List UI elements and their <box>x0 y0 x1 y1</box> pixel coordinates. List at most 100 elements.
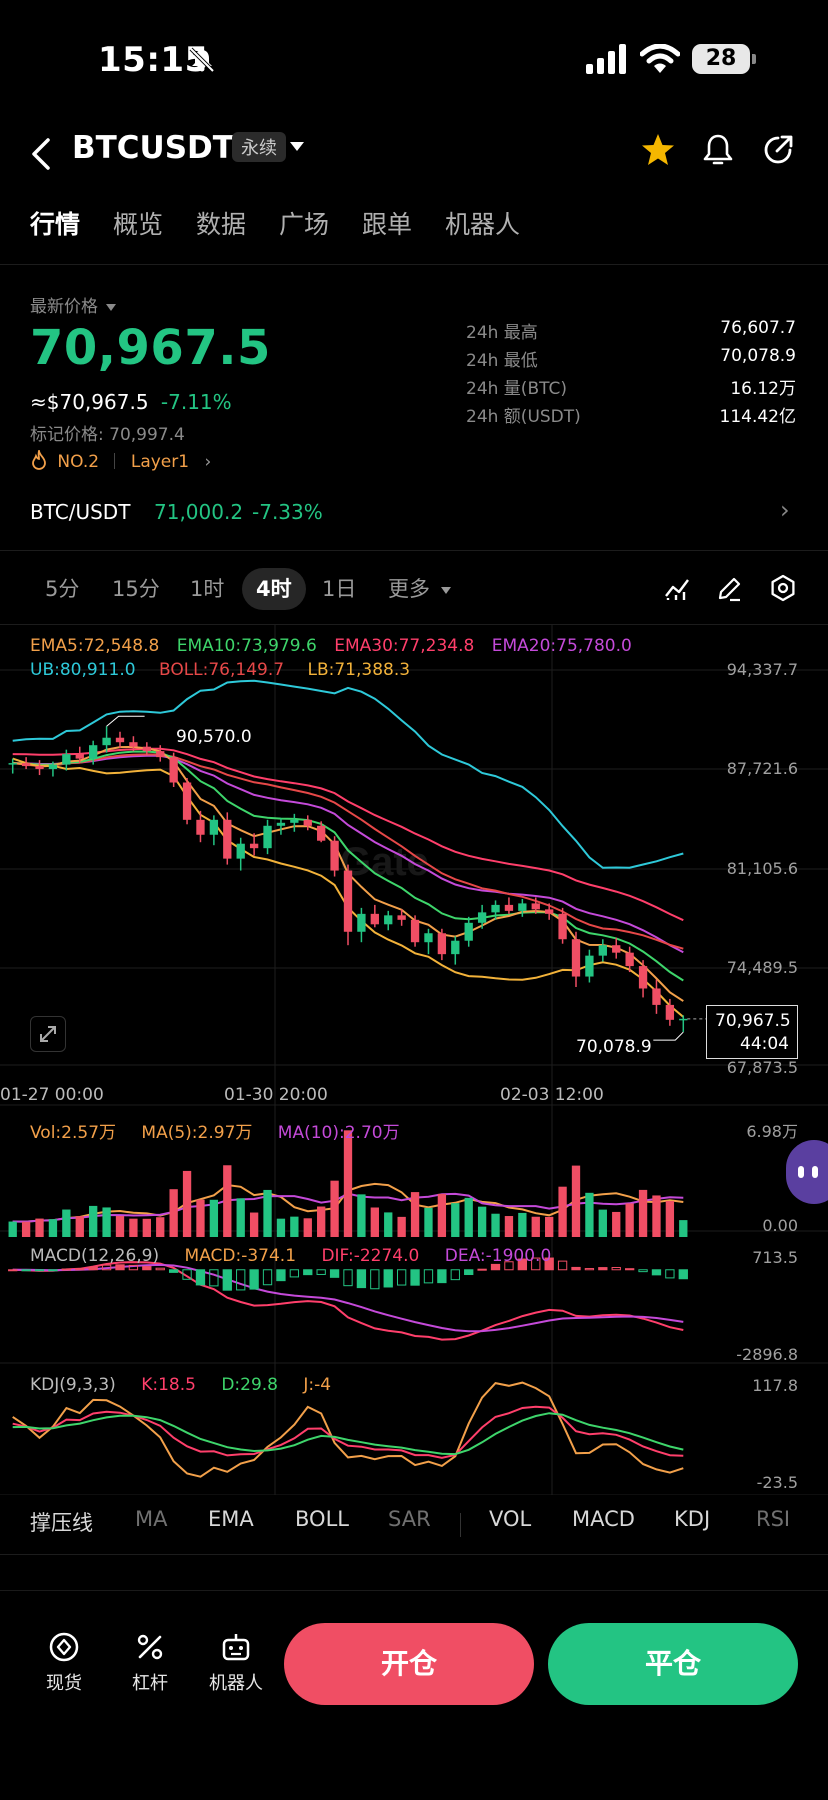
usd-equivalent-row: ≈$70,967.5 -7.11% <box>30 390 232 414</box>
tab-bots[interactable]: 机器人 <box>445 210 521 239</box>
candle-body <box>276 822 286 826</box>
macd-histogram-bar <box>638 1269 648 1273</box>
low-price-label: 70,078.9 <box>576 1037 652 1057</box>
tab-market[interactable]: 行情 <box>30 210 81 239</box>
macd-y-tick: -2896.8 <box>736 1345 798 1364</box>
volume-bar <box>35 1218 44 1237</box>
assistant-eyes-icon <box>798 1166 804 1178</box>
indicator-kdj[interactable]: KDJ <box>674 1507 711 1531</box>
macd-histogram-bar <box>101 1264 112 1271</box>
kdj-j-line <box>12 1381 684 1478</box>
candle-countdown: 44:04 <box>740 1034 789 1054</box>
candle-body <box>249 843 259 849</box>
bell-icon[interactable] <box>700 132 736 168</box>
vol-label: Vol:2.57万 <box>30 1123 117 1143</box>
latest-price-label[interactable]: 最新价格 <box>30 292 117 317</box>
rank-divider <box>114 453 116 469</box>
symbol-title[interactable]: BTCUSDT <box>72 130 234 166</box>
timeframe-1h[interactable]: 1时 <box>190 577 225 601</box>
vol-y-tick: 6.98万 <box>746 1122 798 1141</box>
close-position-button[interactable]: 平仓 <box>548 1623 798 1705</box>
back-arrow-icon[interactable] <box>28 134 54 174</box>
spot-button[interactable]: 现货 <box>24 1631 104 1695</box>
candle-body <box>263 825 272 849</box>
bot-button[interactable]: 机器人 <box>196 1631 276 1695</box>
candle-body <box>102 737 111 746</box>
volume-bar <box>491 1213 500 1237</box>
macd-histogram-bar <box>75 1268 85 1271</box>
y-tick: 67,873.5 <box>726 1058 798 1077</box>
indicator-boll[interactable]: BOLL <box>295 1507 349 1531</box>
divider <box>460 1513 461 1537</box>
volume-bar <box>464 1197 473 1237</box>
high-leader-line <box>106 715 145 727</box>
macd-histogram-bar <box>396 1269 407 1286</box>
timeframe-15m[interactable]: 15分 <box>112 577 160 601</box>
macd-histogram-bar <box>182 1269 192 1280</box>
share-icon[interactable] <box>760 132 796 168</box>
spot-pair-row[interactable]: BTC/USDT 71,000.2 -7.33% › <box>0 496 828 544</box>
volume-bar <box>182 1170 192 1237</box>
settings-icon[interactable] <box>769 574 797 602</box>
volume-bar <box>169 1189 178 1237</box>
open-position-button[interactable]: 开仓 <box>284 1623 534 1705</box>
x-tick: 02-03 12:00 <box>500 1085 604 1105</box>
chevron-down-icon[interactable] <box>290 142 304 151</box>
volume-bar <box>558 1186 567 1237</box>
candle-body <box>679 1018 688 1021</box>
ema-legend: EMA5:72,548.8 EMA10:73,979.6 EMA30:77,23… <box>30 636 632 656</box>
low-leader-line <box>653 1031 684 1041</box>
tab-copy-trading[interactable]: 跟单 <box>362 210 413 239</box>
tab-overview[interactable]: 概览 <box>113 210 164 239</box>
candle-body <box>491 904 500 913</box>
ai-assistant-button[interactable] <box>786 1140 828 1204</box>
macd-histogram-bar <box>209 1269 219 1287</box>
candle-body <box>531 903 540 910</box>
candle-body <box>129 742 138 747</box>
indicator-support-resistance[interactable]: 撑压线 <box>30 1511 93 1535</box>
volume-bar <box>410 1192 420 1237</box>
indicator-sar[interactable]: SAR <box>388 1507 431 1531</box>
macd-histogram-bar <box>21 1269 31 1272</box>
candle-body <box>545 909 554 914</box>
indicator-vol[interactable]: VOL <box>489 1507 532 1531</box>
indicator-ma[interactable]: MA <box>135 1507 168 1531</box>
leverage-button[interactable]: 杠杆 <box>110 1631 190 1695</box>
kline-chart[interactable]: Gate <box>0 625 828 1495</box>
indicator-macd[interactable]: MACD <box>572 1507 635 1531</box>
pencil-icon[interactable] <box>716 576 742 602</box>
candle-body <box>343 870 353 932</box>
fullscreen-button[interactable] <box>30 1016 66 1052</box>
x-tick: 01-27 00:00 <box>0 1085 104 1105</box>
tab-square[interactable]: 广场 <box>279 210 330 239</box>
tab-data[interactable]: 数据 <box>196 210 247 239</box>
macd-histogram-bar <box>236 1269 246 1291</box>
star-icon[interactable] <box>640 132 676 168</box>
mark-price: 标记价格: 70,997.4 <box>30 425 185 445</box>
macd-histogram-bar <box>678 1269 688 1280</box>
indicator-chart-icon[interactable] <box>664 576 690 602</box>
sector-tag: Layer1 <box>130 452 190 472</box>
macd-histogram-bar <box>276 1269 286 1282</box>
indicator-ema[interactable]: EMA <box>208 1507 254 1531</box>
timeframe-more[interactable]: 更多 <box>388 568 451 610</box>
ema10-line <box>12 750 684 982</box>
candle-body <box>89 745 98 759</box>
indicator-rsi[interactable]: RSI <box>756 1507 791 1531</box>
timeframe-4h[interactable]: 4时 <box>242 568 306 610</box>
volume-bar <box>571 1165 581 1237</box>
candle-body <box>518 903 527 911</box>
timeframe-5m[interactable]: 5分 <box>45 577 80 601</box>
expand-icon <box>40 1026 56 1042</box>
boll-legend: UB:80,911.0 BOLL:76,149.7 LB:71,388.3 <box>30 660 410 680</box>
volume-bar <box>89 1205 98 1237</box>
volume-bar <box>62 1209 71 1237</box>
macd-title: MACD(12,26,9) <box>30 1246 160 1266</box>
volume-legend: Vol:2.57万 MA(5):2.97万 MA(10):2.70万 <box>30 1118 400 1143</box>
timeframe-1d[interactable]: 1日 <box>322 577 357 601</box>
rank-row[interactable]: NO.2 Layer1 › <box>30 447 211 476</box>
status-bar: 15:15 28 <box>0 0 828 120</box>
macd-histogram-bar <box>128 1264 139 1271</box>
dea-value: DEA:-1900.0 <box>444 1246 552 1266</box>
kdj-k-line <box>12 1405 684 1459</box>
